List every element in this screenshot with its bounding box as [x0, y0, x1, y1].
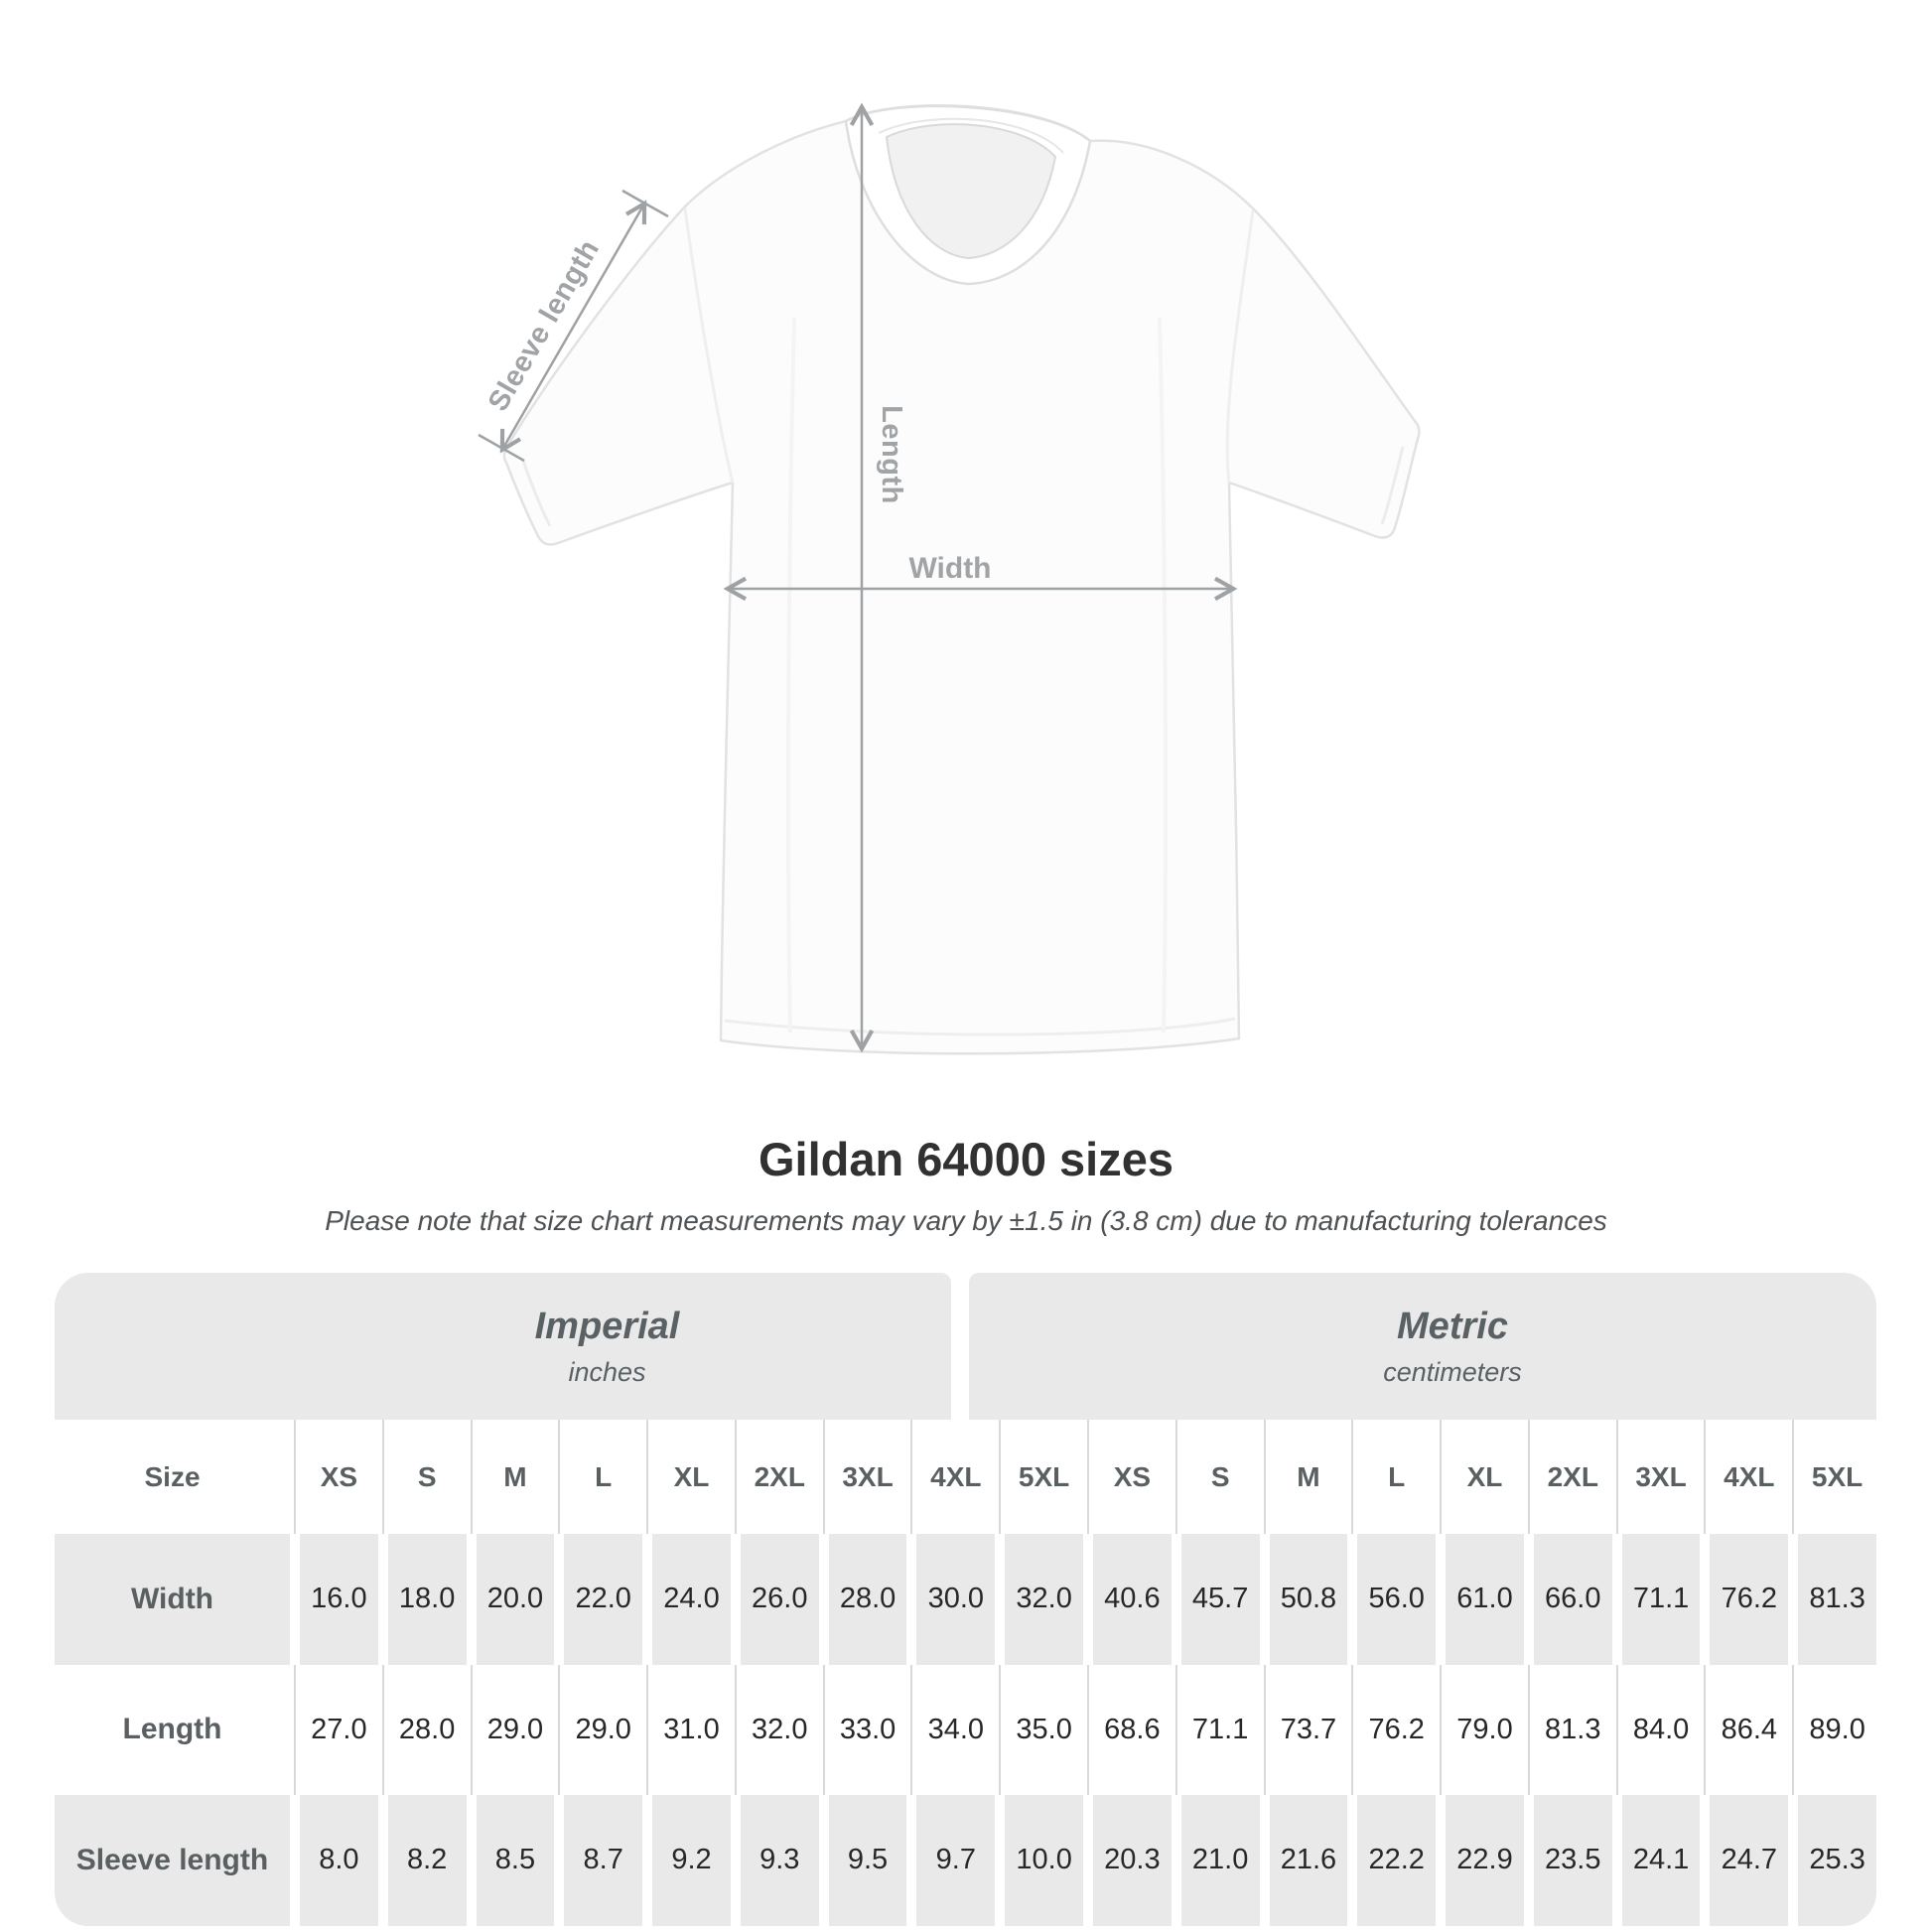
table-row-width: Width 16.0 18.0 20.0 22.0 24.0 26.0 28.0 30.0 32.…: [55, 1534, 1876, 1665]
size-column-header: XS: [1087, 1420, 1172, 1534]
measurement-value: 24.0: [652, 1534, 731, 1665]
measurement-value: 84.0: [1615, 1664, 1701, 1796]
size-column-header: 2XL: [1527, 1420, 1612, 1534]
measurement-value: 56.0: [1357, 1534, 1437, 1665]
table-row-length: Length 27.0 28.0 29.0 29.0 31.0 32.0 33.0 34.0 35…: [55, 1664, 1876, 1796]
measurement-value: 76.2: [1710, 1534, 1789, 1665]
tshirt-diagram: [478, 102, 1421, 1055]
measurement-value: 8.7: [564, 1795, 643, 1926]
measurement-value: 20.0: [476, 1534, 555, 1665]
size-column-header: 5XL: [1792, 1420, 1876, 1534]
size-column-header: 4XL: [1704, 1420, 1788, 1534]
measurement-value: 16.0: [300, 1534, 378, 1665]
measurement-value: 22.0: [564, 1534, 643, 1665]
measurement-value: 68.6: [1087, 1664, 1172, 1796]
measurement-value: 50.8: [1269, 1534, 1348, 1665]
measurement-value: 29.0: [558, 1664, 642, 1796]
size-column-header: 4XL: [910, 1420, 995, 1534]
measurement-value: 18.0: [387, 1534, 467, 1665]
measurement-value: 25.3: [1798, 1795, 1876, 1926]
row-label: Width: [55, 1534, 290, 1665]
size-column-header: M: [470, 1420, 555, 1534]
measurement-value: 76.2: [1351, 1664, 1436, 1796]
measurement-value: 79.0: [1440, 1664, 1524, 1796]
measurement-value: 8.2: [387, 1795, 467, 1926]
measurement-value: 30.0: [916, 1534, 996, 1665]
measurement-value: 27.0: [294, 1664, 378, 1796]
size-column-header: XS: [294, 1420, 378, 1534]
size-column-header: S: [1174, 1420, 1260, 1534]
sleeve-dimension-tick-top: [621, 189, 669, 218]
measurement-value: 40.6: [1093, 1534, 1172, 1665]
size-column-header: L: [558, 1420, 642, 1534]
measurement-value: 9.7: [916, 1795, 996, 1926]
metric-unit-label: centimeters: [1383, 1356, 1522, 1387]
size-column-header: 5XL: [999, 1420, 1083, 1534]
imperial-label: Imperial: [534, 1305, 680, 1347]
measurement-value: 21.6: [1269, 1795, 1348, 1926]
measurement-value: 81.3: [1527, 1664, 1612, 1796]
sleeve-dimension-tick-bottom: [478, 433, 525, 463]
measurement-value: 9.5: [828, 1795, 907, 1926]
measurement-value: 28.0: [828, 1534, 907, 1665]
measurement-value: 10.0: [1005, 1795, 1083, 1926]
measurement-value: 9.2: [652, 1795, 731, 1926]
tolerance-note: Please note that size chart measurements…: [325, 1205, 1607, 1236]
size-column-header: S: [381, 1420, 467, 1534]
measurement-value: 89.0: [1792, 1664, 1876, 1796]
page-title: Gildan 64000 sizes: [758, 1133, 1174, 1185]
size-column-header: XL: [1440, 1420, 1524, 1534]
measurement-value: 34.0: [910, 1664, 995, 1796]
row-label: Sleeve length: [55, 1795, 290, 1926]
measurement-value: 20.3: [1093, 1795, 1172, 1926]
imperial-group-header: Imperial inches: [55, 1273, 951, 1420]
metric-label: Metric: [1397, 1305, 1508, 1347]
measurement-value: 32.0: [734, 1664, 819, 1796]
row-label: Length: [122, 1713, 222, 1746]
measurement-value: 21.0: [1180, 1795, 1260, 1926]
size-column-header: M: [1263, 1420, 1348, 1534]
measurement-value: 45.7: [1180, 1534, 1260, 1665]
length-dimension-label: Length: [876, 405, 908, 504]
measurement-value: 32.0: [1005, 1534, 1083, 1665]
measurement-value: 22.9: [1446, 1795, 1524, 1926]
measurement-value: 73.7: [1263, 1664, 1348, 1796]
size-corner-header: Size: [144, 1460, 201, 1492]
size-column-header: 3XL: [1615, 1420, 1701, 1534]
measurement-value: 33.0: [822, 1664, 907, 1796]
measurement-value: 71.1: [1174, 1664, 1260, 1796]
size-table: Imperial inches Metric centimeters Size …: [55, 1273, 1876, 1926]
size-column-header: 2XL: [734, 1420, 819, 1534]
measurement-value: 22.2: [1357, 1795, 1437, 1926]
measurement-value: 71.1: [1621, 1534, 1701, 1665]
measurement-value: 81.3: [1798, 1534, 1876, 1665]
unit-group-header-row: Imperial inches Metric centimeters: [55, 1273, 1876, 1420]
table-row-sleeve-length: Sleeve length 8.0 8.2 8.5 8.7 9.2 9.3 9.5 9.7 10.…: [55, 1795, 1876, 1926]
measurement-value: 86.4: [1704, 1664, 1788, 1796]
metric-group-header: Metric centimeters: [969, 1273, 1876, 1420]
measurement-value: 8.5: [476, 1795, 555, 1926]
measurement-value: 23.5: [1533, 1795, 1612, 1926]
measurement-value: 31.0: [646, 1664, 731, 1796]
sleeve-dimension-line: [499, 200, 647, 454]
imperial-unit-label: inches: [568, 1356, 646, 1387]
size-column-header: XL: [646, 1420, 731, 1534]
collar-opening: [885, 123, 1057, 260]
width-dimension-label: Width: [908, 552, 992, 585]
measurement-value: 26.0: [740, 1534, 819, 1665]
measurement-value: 9.3: [740, 1795, 819, 1926]
size-column-header: 3XL: [822, 1420, 907, 1534]
measurement-value: 24.1: [1621, 1795, 1701, 1926]
size-header-row: Size XS S M L XL 2XL 3XL 4XL 5XL XS S M L XL 2XL 3XL 4XL…: [55, 1420, 1876, 1534]
measurement-value: 28.0: [381, 1664, 467, 1796]
measurement-value: 66.0: [1533, 1534, 1612, 1665]
measurement-value: 35.0: [999, 1664, 1083, 1796]
measurement-value: 61.0: [1446, 1534, 1524, 1665]
measurement-value: 8.0: [300, 1795, 378, 1926]
measurement-value: 29.0: [470, 1664, 555, 1796]
size-column-header: L: [1351, 1420, 1436, 1534]
measurement-value: 24.7: [1710, 1795, 1789, 1926]
